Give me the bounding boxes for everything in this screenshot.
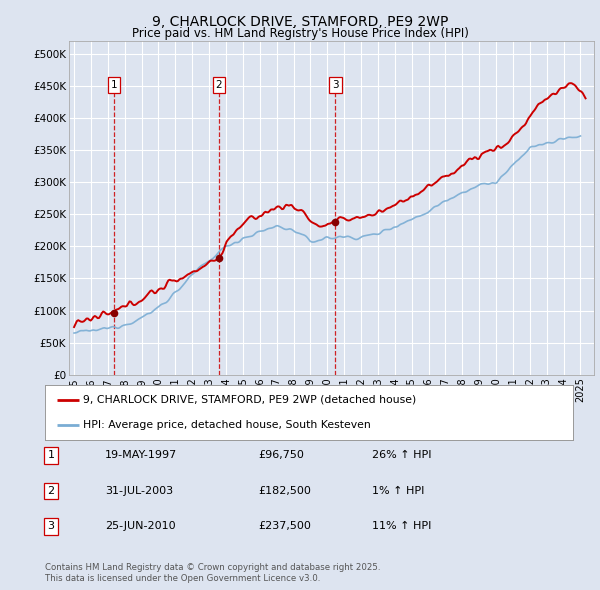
Text: 9, CHARLOCK DRIVE, STAMFORD, PE9 2WP (detached house): 9, CHARLOCK DRIVE, STAMFORD, PE9 2WP (de… <box>83 395 416 405</box>
Text: This data is licensed under the Open Government Licence v3.0.: This data is licensed under the Open Gov… <box>45 573 320 583</box>
Text: Contains HM Land Registry data © Crown copyright and database right 2025.: Contains HM Land Registry data © Crown c… <box>45 563 380 572</box>
Text: 3: 3 <box>332 80 338 90</box>
Text: 9, CHARLOCK DRIVE, STAMFORD, PE9 2WP: 9, CHARLOCK DRIVE, STAMFORD, PE9 2WP <box>152 15 448 30</box>
Text: HPI: Average price, detached house, South Kesteven: HPI: Average price, detached house, Sout… <box>83 420 371 430</box>
Text: £96,750: £96,750 <box>258 451 304 460</box>
Text: 19-MAY-1997: 19-MAY-1997 <box>105 451 177 460</box>
Text: £237,500: £237,500 <box>258 522 311 531</box>
Text: 25-JUN-2010: 25-JUN-2010 <box>105 522 176 531</box>
Text: 1: 1 <box>47 451 55 460</box>
Text: 3: 3 <box>47 522 55 531</box>
Text: 2: 2 <box>47 486 55 496</box>
Text: 26% ↑ HPI: 26% ↑ HPI <box>372 451 431 460</box>
Text: 11% ↑ HPI: 11% ↑ HPI <box>372 522 431 531</box>
Text: 31-JUL-2003: 31-JUL-2003 <box>105 486 173 496</box>
Text: £182,500: £182,500 <box>258 486 311 496</box>
Text: 1% ↑ HPI: 1% ↑ HPI <box>372 486 424 496</box>
Text: 2: 2 <box>215 80 222 90</box>
Text: Price paid vs. HM Land Registry's House Price Index (HPI): Price paid vs. HM Land Registry's House … <box>131 27 469 40</box>
Text: 1: 1 <box>111 80 118 90</box>
